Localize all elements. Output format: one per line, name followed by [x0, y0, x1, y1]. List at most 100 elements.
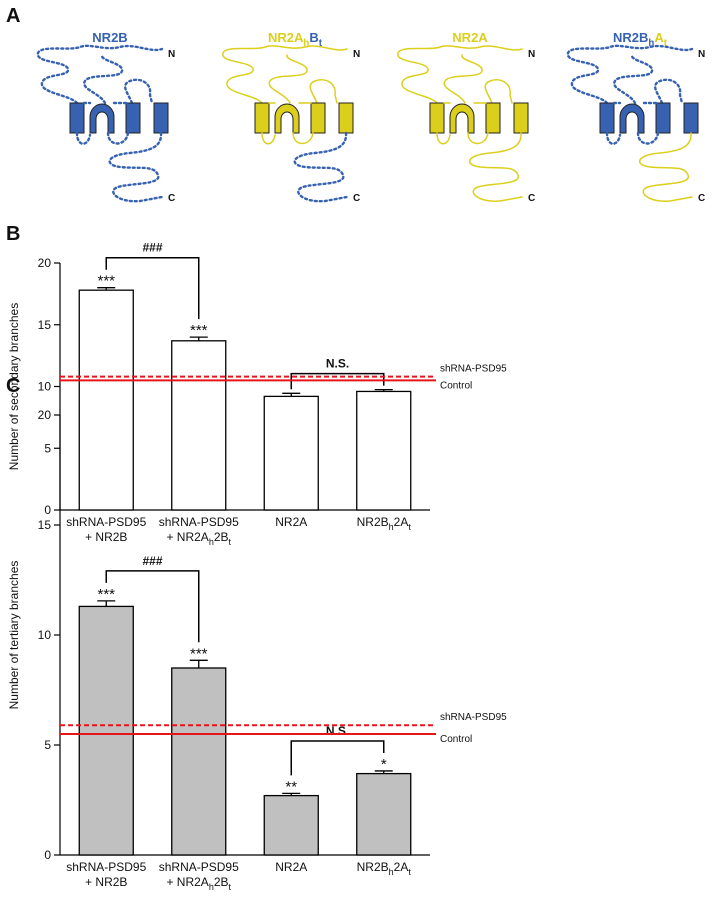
n-label: N [353, 49, 360, 60]
construct-title: NR2B [92, 30, 127, 45]
membrane-segment [683, 102, 699, 134]
x-tick-label-run: + NR2A [166, 530, 208, 544]
error-bar [97, 600, 116, 607]
x-tick-label-run: NR2A [275, 515, 307, 529]
significance: * [381, 756, 387, 773]
n-label: N [698, 49, 705, 60]
x-tick-label-run: 2A [394, 515, 409, 529]
y-tick-label: 5 [44, 441, 51, 455]
membrane-segment [655, 102, 671, 134]
x-tick-label-run: t [408, 522, 411, 532]
x-tick-label-run: + NR2B [85, 530, 127, 544]
construct-title-run: NR2B [613, 30, 648, 45]
membrane-segment [485, 102, 501, 134]
x-tick-label-run: t [229, 882, 232, 892]
pore-loop [449, 103, 475, 134]
bar [78, 605, 134, 856]
bracket-label: ### [142, 554, 162, 568]
y-tick-label: 0 [44, 503, 51, 517]
x-tick-label: + NR2B [85, 530, 127, 544]
y-tick-label: 10 [38, 628, 52, 642]
x-tick-label-run: NR2B [357, 860, 389, 874]
x-tick-label: NR2Bh2At [357, 515, 412, 532]
significance: *** [97, 586, 115, 603]
x-tick-label-run: 2A [394, 860, 409, 874]
construct: NC [222, 45, 360, 204]
c-label: C [698, 193, 705, 204]
n-terminal [566, 44, 694, 105]
y-tick-label: 15 [38, 518, 52, 532]
bracket [105, 570, 200, 643]
error-bar [374, 388, 393, 392]
significance: *** [190, 645, 208, 662]
bracket [290, 740, 385, 776]
x-tick-label: + NR2B [85, 875, 127, 889]
x-tick-label-run: shRNA-PSD95 [66, 860, 146, 874]
error-bar [374, 770, 393, 774]
construct-title: NR2BhAt [613, 30, 668, 49]
bar [263, 794, 319, 856]
construct-title-run: t [664, 38, 668, 49]
construct-title-run: B [309, 30, 318, 45]
y-tick-label: 20 [38, 256, 52, 270]
bracket-label: N.S. [326, 724, 349, 738]
error-bar [189, 659, 208, 668]
x-tick-label: NR2A [275, 860, 307, 874]
linker [261, 102, 314, 145]
bar [78, 289, 134, 511]
pore-loop [89, 103, 115, 134]
n-label: N [528, 49, 535, 60]
membrane-segment [69, 102, 85, 134]
c-terminal [293, 131, 349, 203]
membrane-segment [429, 102, 445, 134]
panel-label: B [6, 223, 20, 245]
c-terminal [108, 131, 164, 203]
x-tick-label-run: + NR2A [166, 875, 208, 889]
error-bar [97, 287, 116, 291]
error-bar [282, 392, 301, 397]
pore-loop [274, 103, 300, 134]
bracket-label: ### [142, 241, 162, 255]
construct-title-run: t [319, 38, 323, 49]
x-tick-label-run: shRNA-PSD95 [66, 515, 146, 529]
error-bar [189, 336, 208, 341]
significance: *** [190, 322, 208, 339]
construct: NC [397, 45, 535, 204]
membrane-segment [513, 102, 529, 134]
c-label: C [353, 193, 360, 204]
construct-title-run: h [303, 38, 309, 49]
x-tick-label: shRNA-PSD95 [66, 515, 146, 529]
x-tick-label: shRNA-PSD95 [66, 860, 146, 874]
construct-title-run: NR2A [268, 30, 304, 45]
x-tick-label-run: 2B [214, 530, 229, 544]
bar [356, 390, 412, 511]
bar [263, 395, 319, 511]
bracket [105, 256, 200, 320]
construct-title-run: NR2B [92, 30, 127, 45]
n-terminal [397, 45, 523, 104]
linker [75, 101, 130, 145]
bracket-label: N.S. [326, 357, 349, 371]
x-tick-label: NR2Bh2At [357, 860, 412, 877]
x-tick-label-run: t [229, 537, 232, 547]
pore-loop [619, 103, 645, 134]
x-tick-label-run: + NR2B [85, 875, 127, 889]
x-tick-label-run: h [389, 522, 394, 532]
bracket [290, 372, 385, 390]
reference-label: Control [440, 380, 472, 391]
x-tick-label: + NR2Ah2Bt [166, 530, 231, 547]
n-terminal [36, 44, 164, 105]
construct-title-run: A [654, 30, 664, 45]
c-terminal [639, 132, 693, 202]
x-tick-label-run: h [389, 867, 394, 877]
membrane-segment [125, 102, 141, 134]
x-tick-label: shRNA-PSD95 [159, 860, 239, 874]
x-tick-label-run: shRNA-PSD95 [159, 860, 239, 874]
significance: ** [285, 778, 297, 795]
c-terminal [469, 132, 523, 202]
construct: NC [566, 44, 705, 204]
y-tick-label: 0 [44, 848, 51, 862]
n-terminal [222, 45, 348, 104]
reference-label: shRNA-PSD95 [440, 712, 507, 723]
